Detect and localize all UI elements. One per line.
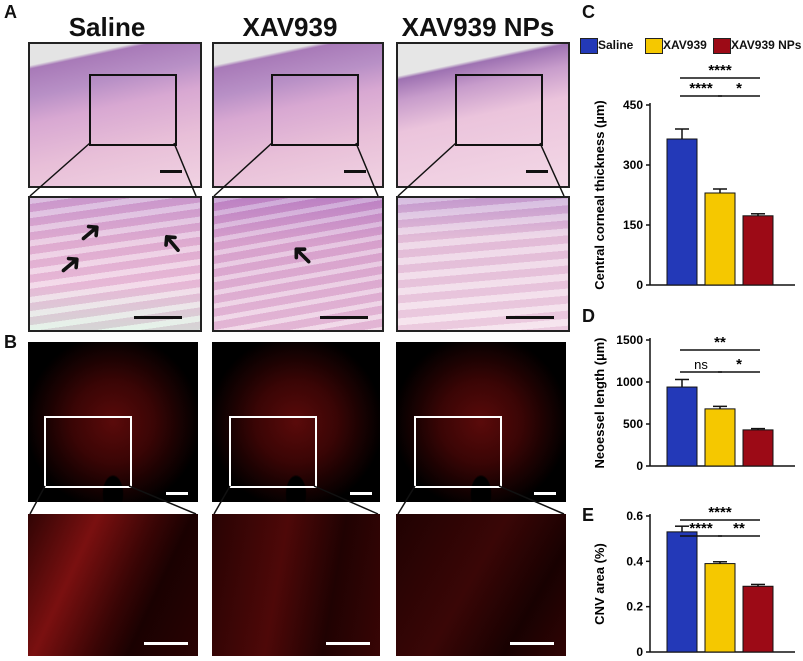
inset-box-xav939 — [229, 416, 317, 488]
y-axis-label: CNV area (%) — [592, 543, 607, 625]
fluorescence-xav939-overview — [212, 342, 380, 502]
fluorescence-saline-zoom — [28, 514, 198, 656]
legend-swatch-xav939 — [645, 38, 663, 54]
panel-letter-b: B — [4, 332, 17, 352]
bar-saline — [666, 386, 698, 467]
scale-bar — [134, 316, 182, 319]
y-tick-label: 0.6 — [626, 509, 643, 523]
zoom-connectors-a — [29, 142, 565, 197]
fluorescence-saline-overview — [28, 342, 198, 502]
inset-box-xav939 — [271, 74, 359, 146]
y-tick-label: 450 — [623, 98, 643, 112]
bar-xav939-nps — [742, 215, 774, 286]
inset-box-xav939-nps — [455, 74, 543, 146]
column-title-xav939: XAV939 — [242, 12, 338, 42]
histology-saline-zoom — [28, 196, 202, 332]
panel-letter-a: A — [4, 2, 17, 22]
scale-bar — [344, 170, 366, 173]
legend-label-saline: Saline — [598, 38, 634, 52]
significance-label: ns — [694, 357, 708, 372]
column-title-xav939-nps: XAV939 NPs — [401, 12, 555, 42]
significance-label: * — [736, 356, 742, 373]
y-tick-label: 500 — [623, 417, 643, 431]
scale-bar — [526, 170, 548, 173]
bar-saline — [666, 531, 698, 653]
significance-label: **** — [708, 504, 732, 521]
significance-label: * — [736, 80, 742, 97]
histology-xav939-overview — [212, 42, 384, 188]
scale-bar — [326, 642, 370, 645]
zoom-connectors-b — [29, 485, 565, 515]
scale-bar — [510, 642, 554, 645]
bar-saline — [666, 138, 698, 286]
scale-bar — [160, 170, 182, 173]
fluorescence-xav939-nps-zoom — [396, 514, 566, 656]
y-axis-label: Neoessel length (µm) — [592, 337, 607, 468]
bar-xav939 — [704, 408, 736, 467]
y-tick-label: 150 — [623, 218, 643, 232]
significance-label: ** — [714, 334, 726, 351]
significance-label: **** — [708, 62, 732, 79]
column-title-saline: Saline — [68, 12, 146, 42]
panel-letter-c: C — [582, 2, 595, 22]
y-tick-label: 0 — [636, 459, 643, 473]
scale-bar — [534, 492, 556, 495]
inset-box-saline — [44, 416, 132, 488]
y-tick-label: 0 — [636, 278, 643, 292]
significance-label: ** — [733, 520, 745, 537]
scale-bar — [350, 492, 372, 495]
bar-xav939 — [704, 192, 736, 286]
histology-xav939-nps-zoom — [396, 196, 570, 332]
panel-letter-d: D — [582, 306, 595, 326]
legend-swatch-saline — [580, 38, 598, 54]
inset-box-saline — [89, 74, 177, 146]
significance-label: **** — [689, 520, 713, 537]
scale-bar — [166, 492, 188, 495]
legend-swatch-xav939-nps — [713, 38, 731, 54]
y-tick-label: 0.4 — [626, 554, 643, 568]
y-tick-label: 0.2 — [626, 600, 643, 614]
y-tick-label: 1000 — [616, 375, 643, 389]
bar-xav939-nps — [742, 429, 774, 467]
legend-label-xav939-nps: XAV939 NPs — [731, 38, 802, 52]
legend-label-xav939: XAV939 — [663, 38, 707, 52]
bar-xav939-nps — [742, 585, 774, 653]
significance-label: **** — [689, 80, 713, 97]
y-tick-label: 0 — [636, 645, 643, 659]
bar-chart-cnv-area: CNV area (%)00.20.40.6 ******** ** — [592, 504, 795, 659]
bar-chart-neovessel-length: Neoessel length (µm) 0 500 1000 1500 ** ns * — [592, 333, 795, 473]
fluorescence-xav939-nps-overview — [396, 342, 566, 502]
bar-chart-central-corneal-thickness: Central corneal thickness (µm) 0 150 300 450… — [592, 62, 795, 292]
y-tick-label: 1500 — [616, 333, 643, 347]
bar-xav939 — [704, 563, 736, 653]
y-tick-label: 300 — [623, 158, 643, 172]
scale-bar — [320, 316, 368, 319]
histology-xav939-zoom — [212, 196, 384, 332]
fluorescence-xav939-zoom — [212, 514, 380, 656]
histology-saline-overview — [28, 42, 202, 188]
y-axis-label: Central corneal thickness (µm) — [592, 100, 607, 290]
scale-bar — [506, 316, 554, 319]
inset-box-xav939-nps — [414, 416, 502, 488]
scale-bar — [144, 642, 188, 645]
panel-letter-e: E — [582, 505, 595, 525]
